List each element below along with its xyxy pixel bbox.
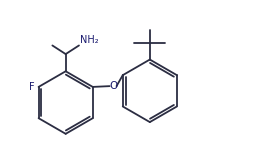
Text: O: O [109,81,117,91]
Text: F: F [29,82,34,92]
Text: NH₂: NH₂ [80,35,98,44]
